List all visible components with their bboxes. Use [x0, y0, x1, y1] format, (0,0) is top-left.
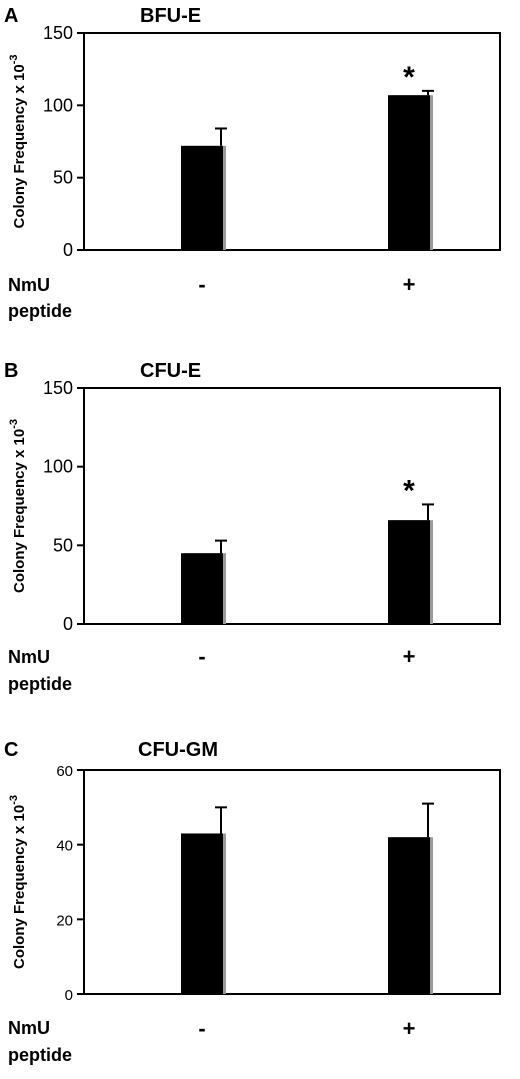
chart-panel-b: B CFU-E 0 50 100 150 Colony Frequency x 10-3 - *… [4, 360, 501, 694]
x-axis-label-line: peptide [8, 301, 72, 321]
y-axis-label-text: Colony Frequency x 10 [11, 429, 28, 593]
significance-marker: * [403, 474, 415, 507]
panel-letter: B [4, 360, 18, 382]
y-axis-label: Colony Frequency x 10-3 [8, 419, 28, 593]
x-category-label: - [198, 272, 205, 297]
x-category-label: + [403, 1016, 416, 1041]
y-axis-label-exponent: -3 [8, 55, 20, 65]
plot-frame [83, 769, 501, 995]
y-tick-label: 150 [43, 378, 73, 398]
y-tick-label: 150 [43, 23, 73, 43]
x-axis-label-line: NmU [8, 647, 50, 667]
plot-frame [83, 387, 501, 625]
chart-title: CFU-GM [138, 739, 218, 761]
bar-minus [181, 145, 223, 250]
y-axis-label: Colony Frequency x 10-3 [8, 795, 28, 969]
chart-title: BFU-E [140, 5, 201, 27]
y-tick-label: 100 [43, 457, 73, 477]
y-tick-label: 40 [56, 838, 73, 855]
y-axis-label-exponent: -3 [8, 419, 20, 429]
panel-letter: C [4, 739, 18, 761]
bar-minus [181, 553, 223, 624]
panel-letter: A [4, 5, 18, 27]
y-axis-label-exponent: -3 [8, 795, 20, 805]
y-tick-label: 0 [63, 240, 73, 260]
chart-panel-a: A BFU-E 0 50 100 150 Colony Frequency x 10-3 - *… [4, 5, 501, 321]
chart-panel-c: C CFU-GM 0 20 40 60 Colony Frequency x 10-3 - + N… [4, 739, 501, 1065]
y-tick-label: 20 [56, 912, 73, 929]
x-category-label: + [403, 644, 416, 669]
x-axis-label-line: NmU [8, 1018, 50, 1038]
significance-marker: * [403, 61, 415, 94]
bar-minus [181, 833, 223, 994]
y-tick-label: 0 [65, 987, 73, 1004]
y-axis-label-text: Colony Frequency x 10 [11, 805, 28, 969]
y-axis-label: Colony Frequency x 10-3 [8, 55, 28, 229]
bar-plus [388, 95, 430, 250]
x-axis-label-line: peptide [8, 1045, 72, 1065]
y-axis-label-text: Colony Frequency x 10 [11, 64, 28, 228]
y-tick-label: 60 [56, 763, 73, 780]
x-category-label: - [198, 1016, 205, 1041]
bar-plus [388, 837, 430, 994]
y-tick-label: 100 [43, 95, 73, 115]
chart-title: CFU-E [140, 360, 201, 382]
x-axis-label-line: peptide [8, 674, 72, 694]
bar-plus [388, 520, 430, 624]
plot-frame [83, 32, 501, 251]
y-tick-label: 50 [53, 168, 73, 188]
x-category-label: - [198, 644, 205, 669]
y-tick-label: 0 [63, 614, 73, 634]
x-category-label: + [403, 272, 416, 297]
y-tick-label: 50 [53, 535, 73, 555]
x-axis-label-line: NmU [8, 275, 50, 295]
